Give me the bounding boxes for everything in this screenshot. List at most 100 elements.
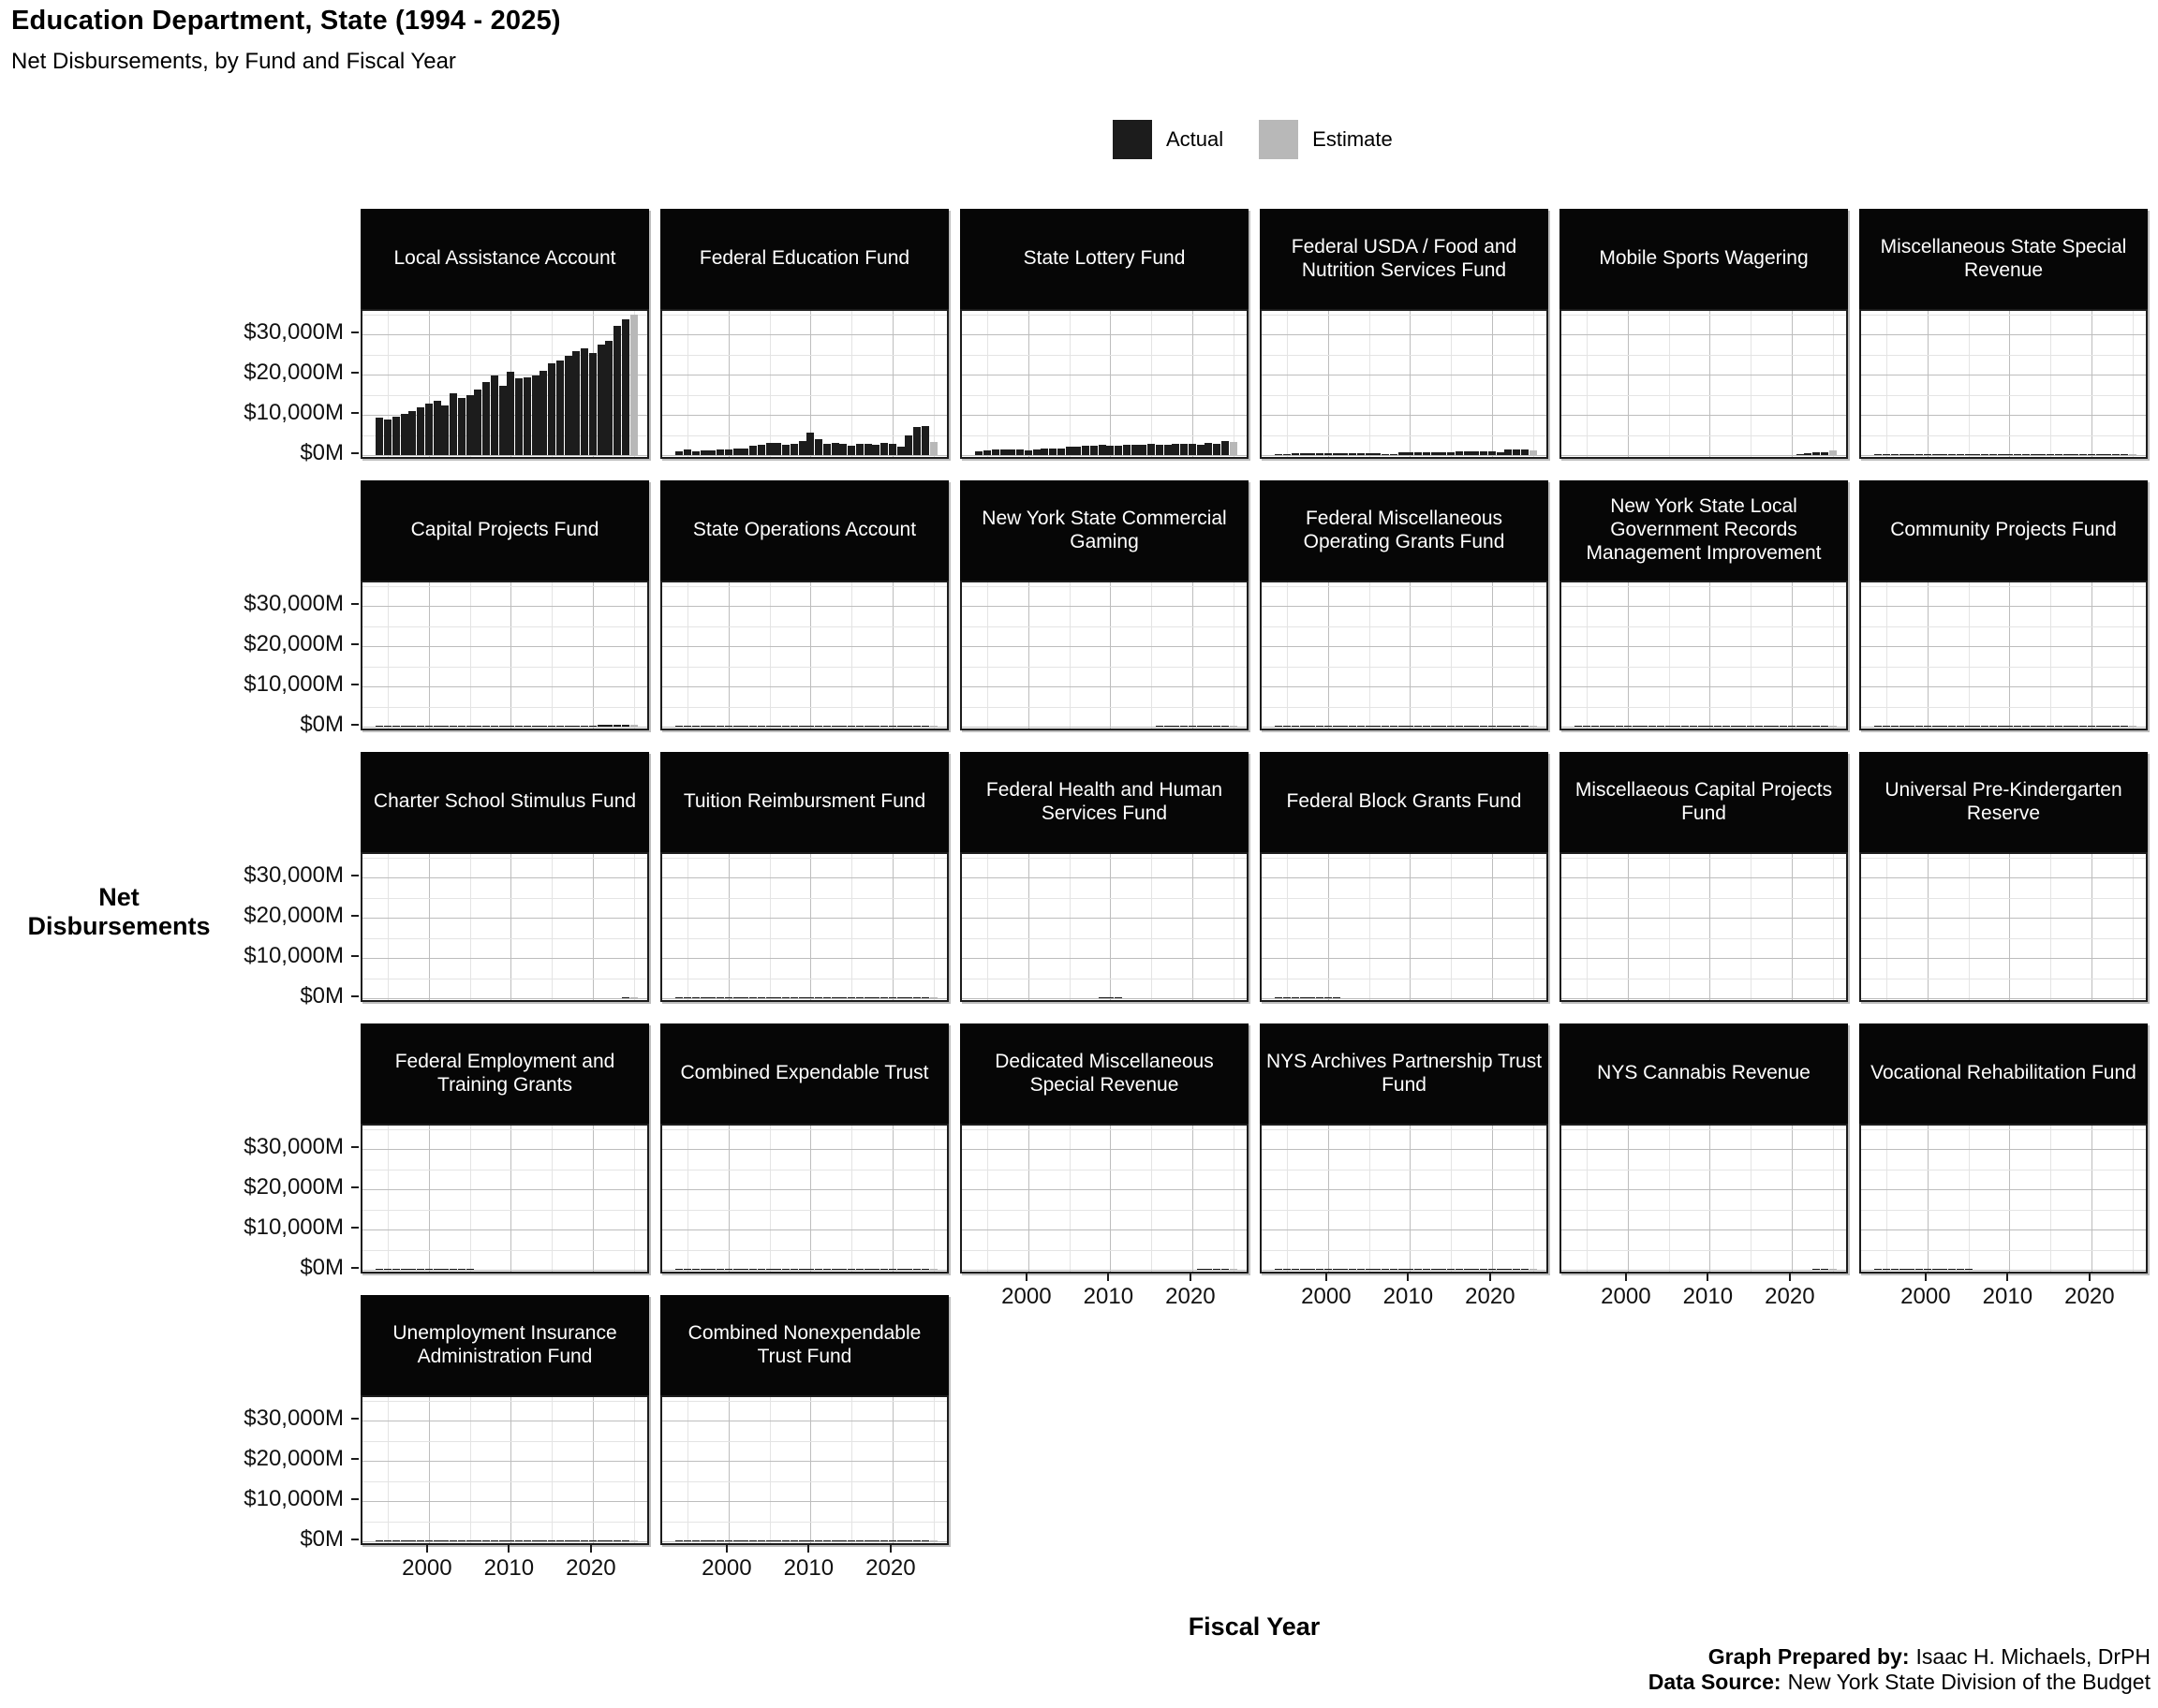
bar-1997	[1299, 726, 1308, 727]
gridline-v-major	[1491, 582, 1493, 729]
bar-2002	[441, 1269, 450, 1270]
bar-2019	[880, 726, 889, 727]
gridline-h-minor	[1861, 585, 2146, 587]
bar-1995	[1283, 454, 1292, 455]
bar-2021	[896, 1540, 905, 1541]
bar-1997	[700, 997, 708, 998]
bar-1999	[417, 407, 425, 455]
gridline-v-major	[428, 854, 430, 1000]
y-tick-label: $20,000M	[244, 1174, 344, 1200]
facet-strip-label: New York State Commercial Gaming	[982, 507, 1227, 552]
bar-1999	[1915, 726, 1924, 727]
bar-2018	[872, 1269, 880, 1270]
bar-2018	[572, 726, 581, 727]
y-tick-mark	[351, 724, 359, 726]
bar-2000	[1923, 454, 1931, 455]
bar-2008	[1389, 726, 1397, 727]
bar-2000	[424, 403, 433, 455]
bar-2006	[774, 997, 782, 998]
bar-1995	[983, 449, 992, 455]
gridline-h-minor	[662, 1400, 947, 1402]
bar-2018	[1471, 1269, 1480, 1270]
bar-2005	[765, 1269, 774, 1270]
gridline-v-major	[592, 1126, 594, 1272]
bar-2017	[1163, 726, 1172, 727]
gridline-h-major	[962, 455, 1247, 456]
gridline-h-major	[1861, 1229, 2146, 1230]
bar-2004	[457, 726, 466, 727]
bar-2019	[2079, 454, 2088, 455]
bar-2014	[839, 443, 848, 455]
facet-panel	[361, 1395, 649, 1545]
bar-1997	[1899, 454, 1907, 455]
bar-2023	[1812, 1269, 1821, 1270]
bar-2003	[450, 1269, 458, 1270]
gridline-v-minor	[687, 1126, 689, 1272]
gridline-h-major	[1262, 606, 1546, 607]
bar-2008	[1689, 726, 1697, 727]
bar-2018	[872, 445, 880, 455]
y-tick-label: $0M	[300, 1526, 344, 1552]
bar-2009	[798, 1269, 806, 1270]
bar-1998	[1907, 726, 1915, 727]
gridline-h-minor	[1561, 857, 1846, 859]
bar-2011	[2014, 726, 2022, 727]
bar-2021	[2095, 454, 2104, 455]
facet-panel	[660, 1124, 949, 1274]
gridline-h-major	[1262, 918, 1546, 919]
gridline-v-major	[1627, 582, 1629, 729]
gridline-h-major	[662, 1541, 947, 1542]
gridline-h-major	[362, 727, 647, 728]
gridline-h-minor	[362, 314, 647, 316]
bar-2025	[929, 1540, 938, 1541]
gridline-h-major	[362, 1229, 647, 1230]
bar-2002	[741, 449, 749, 455]
x-tick-mark	[1407, 1274, 1410, 1281]
bar-2022	[1804, 453, 1812, 455]
gridline-h-major	[1262, 415, 1546, 416]
bar-1998	[1907, 1269, 1915, 1270]
facet-strip: NYS Cannabis Revenue	[1559, 1023, 1848, 1124]
bar-2017	[2062, 454, 2071, 455]
gridline-h-major	[1861, 334, 2146, 335]
bar-1997	[700, 1540, 708, 1541]
bar-1996	[1590, 726, 1599, 727]
gridline-h-major	[662, 727, 947, 728]
bar-2001	[1931, 726, 1940, 727]
bar-2004	[1057, 449, 1065, 455]
gridline-v-minor	[1151, 854, 1153, 1000]
bar-1998	[1308, 1269, 1316, 1270]
x-tick-label: 2000	[702, 1555, 752, 1581]
bar-2025	[1828, 1269, 1837, 1270]
bar-2021	[1796, 726, 1804, 727]
bar-1995	[684, 997, 692, 998]
gridline-h-minor	[1861, 937, 2146, 939]
bar-2007	[782, 1269, 791, 1270]
bar-1999	[1316, 1269, 1324, 1270]
bar-2000	[1024, 449, 1032, 455]
bar-2000	[1323, 453, 1332, 455]
gridline-h-minor	[1561, 937, 1846, 939]
bar-1994	[1275, 1269, 1283, 1270]
bar-2010	[1406, 452, 1414, 455]
bar-2014	[839, 997, 848, 998]
gridline-h-minor	[362, 1400, 647, 1402]
bar-1995	[684, 1540, 692, 1541]
facet-strip: Federal Block Grants Fund	[1260, 752, 1548, 852]
gridline-h-minor	[1262, 626, 1546, 627]
bar-1995	[384, 1540, 392, 1541]
gridline-h-minor	[962, 1128, 1247, 1130]
bar-2011	[515, 726, 524, 727]
gridline-v-minor	[1968, 1126, 1970, 1272]
bar-2014	[2038, 454, 2047, 455]
bar-2019	[581, 348, 589, 455]
bar-2024	[921, 1540, 929, 1541]
facet-panel	[960, 581, 1249, 730]
bar-2020	[888, 1540, 896, 1541]
bar-2022	[2104, 454, 2112, 455]
gridline-h-minor	[662, 626, 947, 627]
bar-2008	[1389, 453, 1397, 455]
bar-2025	[1529, 726, 1537, 727]
bar-2003	[1049, 448, 1057, 455]
gridline-v-minor	[1886, 854, 1888, 1000]
